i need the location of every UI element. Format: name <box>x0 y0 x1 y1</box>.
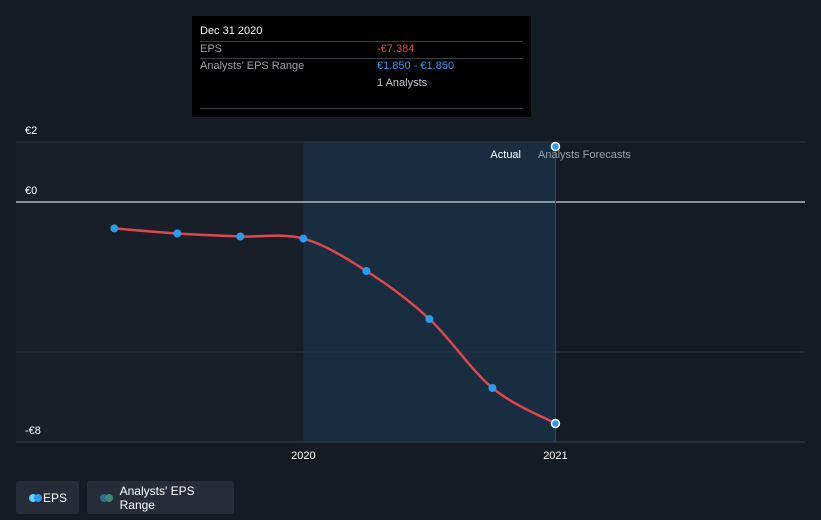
y-tick-label: €2 <box>25 125 37 137</box>
forecast-point[interactable] <box>550 141 561 152</box>
y-tick-labels: €2 €0 -€8 <box>25 125 41 437</box>
tooltip-divider <box>200 58 523 59</box>
tooltip-eps-value: -€7.384 <box>377 43 415 55</box>
x-tick-labels: 2020 2021 <box>291 450 568 462</box>
eps-point[interactable] <box>550 418 561 429</box>
tooltip-analysts: 1 Analysts <box>377 77 428 89</box>
x-tick-label: 2020 <box>291 450 315 462</box>
legend-eps-icon <box>29 493 42 502</box>
eps-line <box>113 227 557 425</box>
highlight-band <box>303 142 556 442</box>
tooltip-divider <box>200 41 523 42</box>
tooltip-eps-label: EPS <box>200 43 223 55</box>
legend-eps-label: EPS <box>42 490 67 505</box>
eps-point[interactable] <box>110 224 119 233</box>
eps-points <box>110 224 561 429</box>
chart-svg: €2 €0 -€8 2020 2021 Actual Analysts Forecas… <box>16 125 805 462</box>
x-tick-label: 2021 <box>543 450 567 462</box>
tooltip-range-value: €1.850 - €1.850 <box>377 60 455 72</box>
actual-label: Actual <box>490 149 521 161</box>
eps-point[interactable] <box>362 267 371 275</box>
eps-point[interactable] <box>173 229 182 238</box>
forecast-label: Analysts Forecasts <box>538 149 631 161</box>
tooltip-date: Dec 31 2020 <box>200 25 263 37</box>
history-background <box>16 142 304 442</box>
eps-point[interactable] <box>236 232 245 241</box>
tooltip-divider <box>200 108 523 109</box>
legend-range-button[interactable]: Analysts' EPS Range <box>87 481 234 514</box>
eps-point[interactable] <box>425 315 434 323</box>
legend-range-label: Analysts' EPS Range <box>119 483 195 512</box>
eps-point[interactable] <box>488 384 497 392</box>
y-tick-label: €0 <box>25 185 37 197</box>
eps-point[interactable] <box>299 234 308 243</box>
gridlines <box>16 141 805 353</box>
y-tick-label: -€8 <box>25 425 41 437</box>
tooltip-range-label: Analysts' EPS Range <box>200 60 305 72</box>
legend-eps-button[interactable]: EPS <box>16 481 79 514</box>
legend-range-icon <box>100 493 113 502</box>
tooltip: Dec 31 2020 EPS -€7.384 Analysts' EPS Ra… <box>192 16 531 117</box>
forecast-points <box>550 141 561 152</box>
